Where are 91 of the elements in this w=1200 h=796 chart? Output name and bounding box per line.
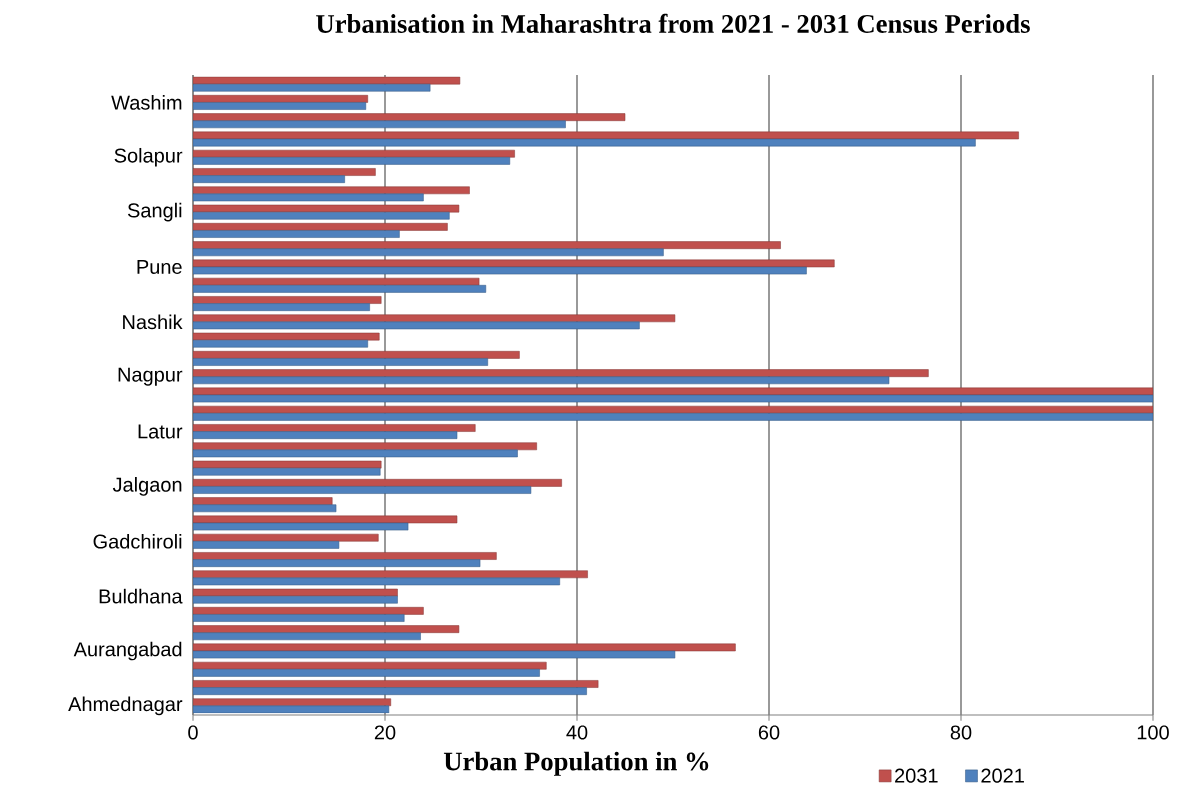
bar xyxy=(193,405,1153,414)
bar xyxy=(193,650,676,659)
x-tick-label: 0 xyxy=(188,725,198,740)
bar xyxy=(193,460,382,469)
y-tick-label: Nagpur xyxy=(118,367,183,386)
bar xyxy=(193,186,470,195)
bar xyxy=(193,358,488,366)
bar xyxy=(193,570,588,579)
y-tick-label: Ahmednagar xyxy=(68,696,183,716)
bar xyxy=(193,661,547,670)
x-tick-label: 80 xyxy=(950,725,972,740)
legend-label: 2031 xyxy=(895,768,938,783)
bar xyxy=(193,230,400,238)
bar xyxy=(193,643,736,652)
bar xyxy=(193,223,448,231)
bar xyxy=(193,376,890,385)
bar xyxy=(193,479,562,487)
x-axis-title: Urban Population in % xyxy=(443,751,709,776)
bar xyxy=(193,588,398,597)
bar xyxy=(193,120,566,129)
bar xyxy=(193,559,481,567)
y-tick-label: Latur xyxy=(138,424,183,439)
y-tick-label: Aurangabad xyxy=(73,641,182,661)
bar xyxy=(193,314,676,323)
bar xyxy=(193,614,405,622)
bar xyxy=(193,607,424,615)
bar xyxy=(193,394,1153,403)
bar xyxy=(193,515,458,524)
bar xyxy=(193,332,380,341)
bar xyxy=(193,522,409,531)
bar xyxy=(193,204,460,213)
bar xyxy=(193,102,367,110)
bar xyxy=(193,248,664,257)
bar xyxy=(193,449,518,458)
bar xyxy=(193,168,376,176)
bar xyxy=(193,625,460,633)
bar xyxy=(193,552,497,560)
bar xyxy=(193,113,626,121)
y-tick-label: Pune xyxy=(137,260,182,274)
bar xyxy=(193,285,487,293)
bar xyxy=(193,497,333,505)
bar xyxy=(193,175,345,183)
x-tick-label: 100 xyxy=(1137,725,1169,740)
y-tick-label: Gadchiroli xyxy=(93,533,182,549)
chart-title: Urbanisation in Maharashtra from 2021 - 2031 Census Periods xyxy=(316,13,1030,33)
bar xyxy=(193,193,424,202)
bar xyxy=(193,705,390,714)
bar xyxy=(193,149,515,158)
x-tick-label: 60 xyxy=(758,725,780,740)
bar xyxy=(193,351,520,359)
bar xyxy=(193,504,337,513)
y-tick-label: Sangli xyxy=(127,202,182,222)
y-tick-label: Nashik xyxy=(123,314,183,330)
y-tick-label: Washim xyxy=(111,95,182,110)
bar xyxy=(193,413,1153,421)
bar xyxy=(193,595,398,604)
y-tick-label: Jalgaon xyxy=(112,477,182,496)
bar xyxy=(193,131,1019,140)
bar xyxy=(193,211,450,220)
bar xyxy=(193,83,431,92)
bar xyxy=(193,369,929,377)
x-tick-label: 40 xyxy=(566,725,588,740)
bar xyxy=(193,95,368,103)
bar xyxy=(193,632,421,641)
bar xyxy=(193,467,381,476)
bar xyxy=(193,339,368,348)
bar xyxy=(193,296,382,304)
bar xyxy=(193,442,537,451)
bar xyxy=(193,577,560,586)
bar xyxy=(193,259,835,268)
bar xyxy=(193,541,340,549)
bar xyxy=(193,669,540,677)
bar xyxy=(193,680,599,688)
bar xyxy=(193,138,976,147)
bar xyxy=(193,687,587,695)
bar xyxy=(193,698,392,707)
legend-label: 2021 xyxy=(981,768,1024,783)
bar xyxy=(193,266,807,275)
bar xyxy=(193,533,379,542)
y-tick-label: Buldhana xyxy=(99,588,183,604)
bar xyxy=(193,321,640,330)
bar xyxy=(193,303,370,311)
x-tick-label: 20 xyxy=(374,725,396,740)
bar xyxy=(193,157,511,165)
bar xyxy=(193,424,476,432)
bar xyxy=(193,277,480,286)
bar xyxy=(193,241,781,249)
bar xyxy=(193,486,532,494)
bar xyxy=(193,387,1153,396)
bar xyxy=(193,431,458,439)
y-tick-label: Solapur xyxy=(114,147,183,167)
